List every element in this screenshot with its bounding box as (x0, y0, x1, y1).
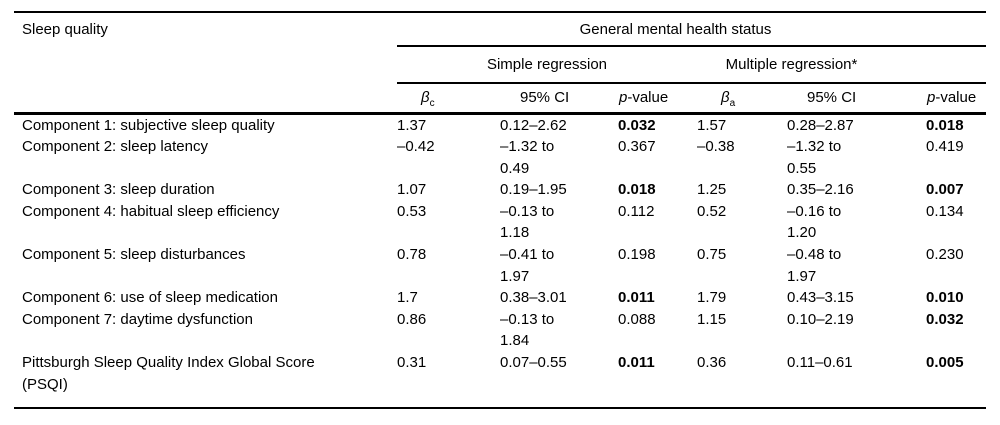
simple-ci-value: 0.38–3.01 (500, 289, 567, 307)
spanner-header: General mental health status (397, 12, 986, 47)
multiple-ci-value: –0.16 to 1.20 (787, 202, 842, 242)
multiple-ci-value: 0.35–2.16 (787, 181, 854, 199)
simple-beta-value: 1.07 (397, 181, 427, 199)
multiple-p-value: 0.032 (926, 310, 964, 328)
simple-beta-value: 0.86 (397, 310, 427, 328)
simple-p-value: 0.011 (618, 354, 655, 372)
table-row-component-7: Component 7: daytime dysfunction 0.86 –0… (14, 309, 986, 352)
row-label: Pittsburgh Sleep Quality Index Global Sc… (22, 354, 315, 393)
multiple-p-value: 0.134 (926, 202, 964, 220)
row-label: Component 3: sleep duration (22, 181, 215, 199)
simple-p-value: 0.032 (618, 116, 656, 134)
group-header-multiple-regression: Multiple regression* (697, 46, 986, 84)
column-header-p-multiple: p-value (926, 83, 986, 115)
multiple-p-value: 0.005 (926, 354, 964, 372)
multiple-ci-value: 0.11–0.61 (787, 354, 853, 372)
simple-beta-value: –0.42 (397, 138, 435, 156)
table-row-component-6: Component 6: use of sleep medication 1.7… (14, 287, 986, 309)
simple-p-value: 0.011 (618, 289, 655, 307)
simple-p-value: 0.112 (618, 202, 655, 220)
simple-p-value: 0.018 (618, 181, 656, 199)
multiple-ci-value: 0.10–2.19 (787, 310, 854, 328)
row-label: Component 5: sleep disturbances (22, 246, 246, 264)
simple-p-value: 0.198 (618, 246, 656, 264)
multiple-ci-value: –0.48 to 1.97 (787, 246, 842, 285)
row-label: Component 2: sleep latency (22, 138, 208, 156)
multiple-ci-value: 0.43–3.15 (787, 289, 854, 307)
simple-p-value: 0.088 (618, 310, 656, 328)
simple-p-value: 0.367 (618, 138, 656, 156)
multiple-p-value: 0.230 (926, 246, 964, 264)
multiple-beta-value: 0.75 (697, 246, 727, 264)
simple-beta-value: 0.31 (397, 354, 427, 372)
simple-beta-value: 1.7 (397, 289, 418, 307)
multiple-beta-value: 1.25 (697, 181, 727, 199)
table-row-component-5: Component 5: sleep disturbances 0.78 –0.… (14, 244, 986, 287)
multiple-p-value: 0.419 (926, 138, 964, 156)
column-header-ci-multiple: 95% CI (787, 83, 926, 115)
group-header-row: Simple regression Multiple regression* (14, 46, 986, 84)
simple-ci-value: –0.41 to 1.97 (500, 246, 555, 285)
simple-ci-value: –0.13 to 1.18 (500, 202, 555, 242)
simple-beta-value: 1.37 (397, 116, 427, 134)
simple-ci-value: 0.07–0.55 (500, 354, 567, 372)
page: Sleep quality General mental health stat… (14, 11, 986, 410)
row-label: Component 1: subjective sleep quality (22, 116, 275, 134)
beta-a-subscript: a (729, 97, 736, 109)
table-row-component-2: Component 2: sleep latency –0.42 –1.32 t… (14, 136, 986, 179)
multiple-beta-value: 1.57 (697, 116, 727, 134)
column-header-row: βc 95% CI p-value βa 95% CI p-value (14, 83, 986, 115)
multiple-ci-value: 0.28–2.87 (787, 116, 854, 134)
column-header-beta-a: βa (697, 83, 787, 115)
multiple-ci-value: –1.32 to 0.55 (787, 138, 842, 177)
simple-ci-value: 0.12–2.62 (500, 116, 567, 134)
row-label: Component 7: daytime dysfunction (22, 310, 253, 328)
table-row-component-1: Component 1: subjective sleep quality 1.… (14, 113, 986, 136)
multiple-beta-value: 1.15 (697, 310, 727, 328)
row-label: Component 4: habitual sleep efficiency (22, 202, 280, 220)
column-header-p-simple: p-value (618, 83, 697, 115)
simple-beta-value: 0.78 (397, 246, 427, 264)
group-header-simple-regression: Simple regression (397, 46, 697, 84)
multiple-p-value: 0.010 (926, 289, 964, 307)
stub-header: Sleep quality (14, 12, 397, 115)
multiple-beta-value: 0.36 (697, 354, 727, 372)
table-row-psqi-global: Pittsburgh Sleep Quality Index Global Sc… (14, 352, 986, 408)
multiple-beta-value: 0.52 (697, 202, 727, 220)
beta-c-subscript: c (429, 97, 435, 109)
beta-symbol: β (421, 88, 430, 106)
simple-ci-value: 0.19–1.95 (500, 181, 567, 199)
simple-ci-value: –1.32 to 0.49 (500, 138, 555, 177)
simple-beta-value: 0.53 (397, 202, 427, 220)
table-row-component-3: Component 3: sleep duration 1.07 0.19–1.… (14, 179, 986, 201)
table-row-component-4: Component 4: habitual sleep efficiency 0… (14, 201, 986, 244)
multiple-p-value: 0.018 (926, 116, 964, 134)
spanner-row: Sleep quality General mental health stat… (14, 12, 986, 115)
regression-results-table: Sleep quality General mental health stat… (14, 11, 986, 410)
column-header-beta-c: βc (397, 83, 500, 115)
multiple-p-value: 0.007 (926, 181, 964, 199)
beta-symbol: β (721, 88, 730, 106)
multiple-beta-value: 1.79 (697, 289, 727, 307)
multiple-beta-value: –0.38 (697, 138, 735, 156)
simple-ci-value: –0.13 to 1.84 (500, 310, 555, 350)
row-label: Component 6: use of sleep medication (22, 289, 278, 307)
column-header-ci-simple: 95% CI (500, 83, 618, 115)
